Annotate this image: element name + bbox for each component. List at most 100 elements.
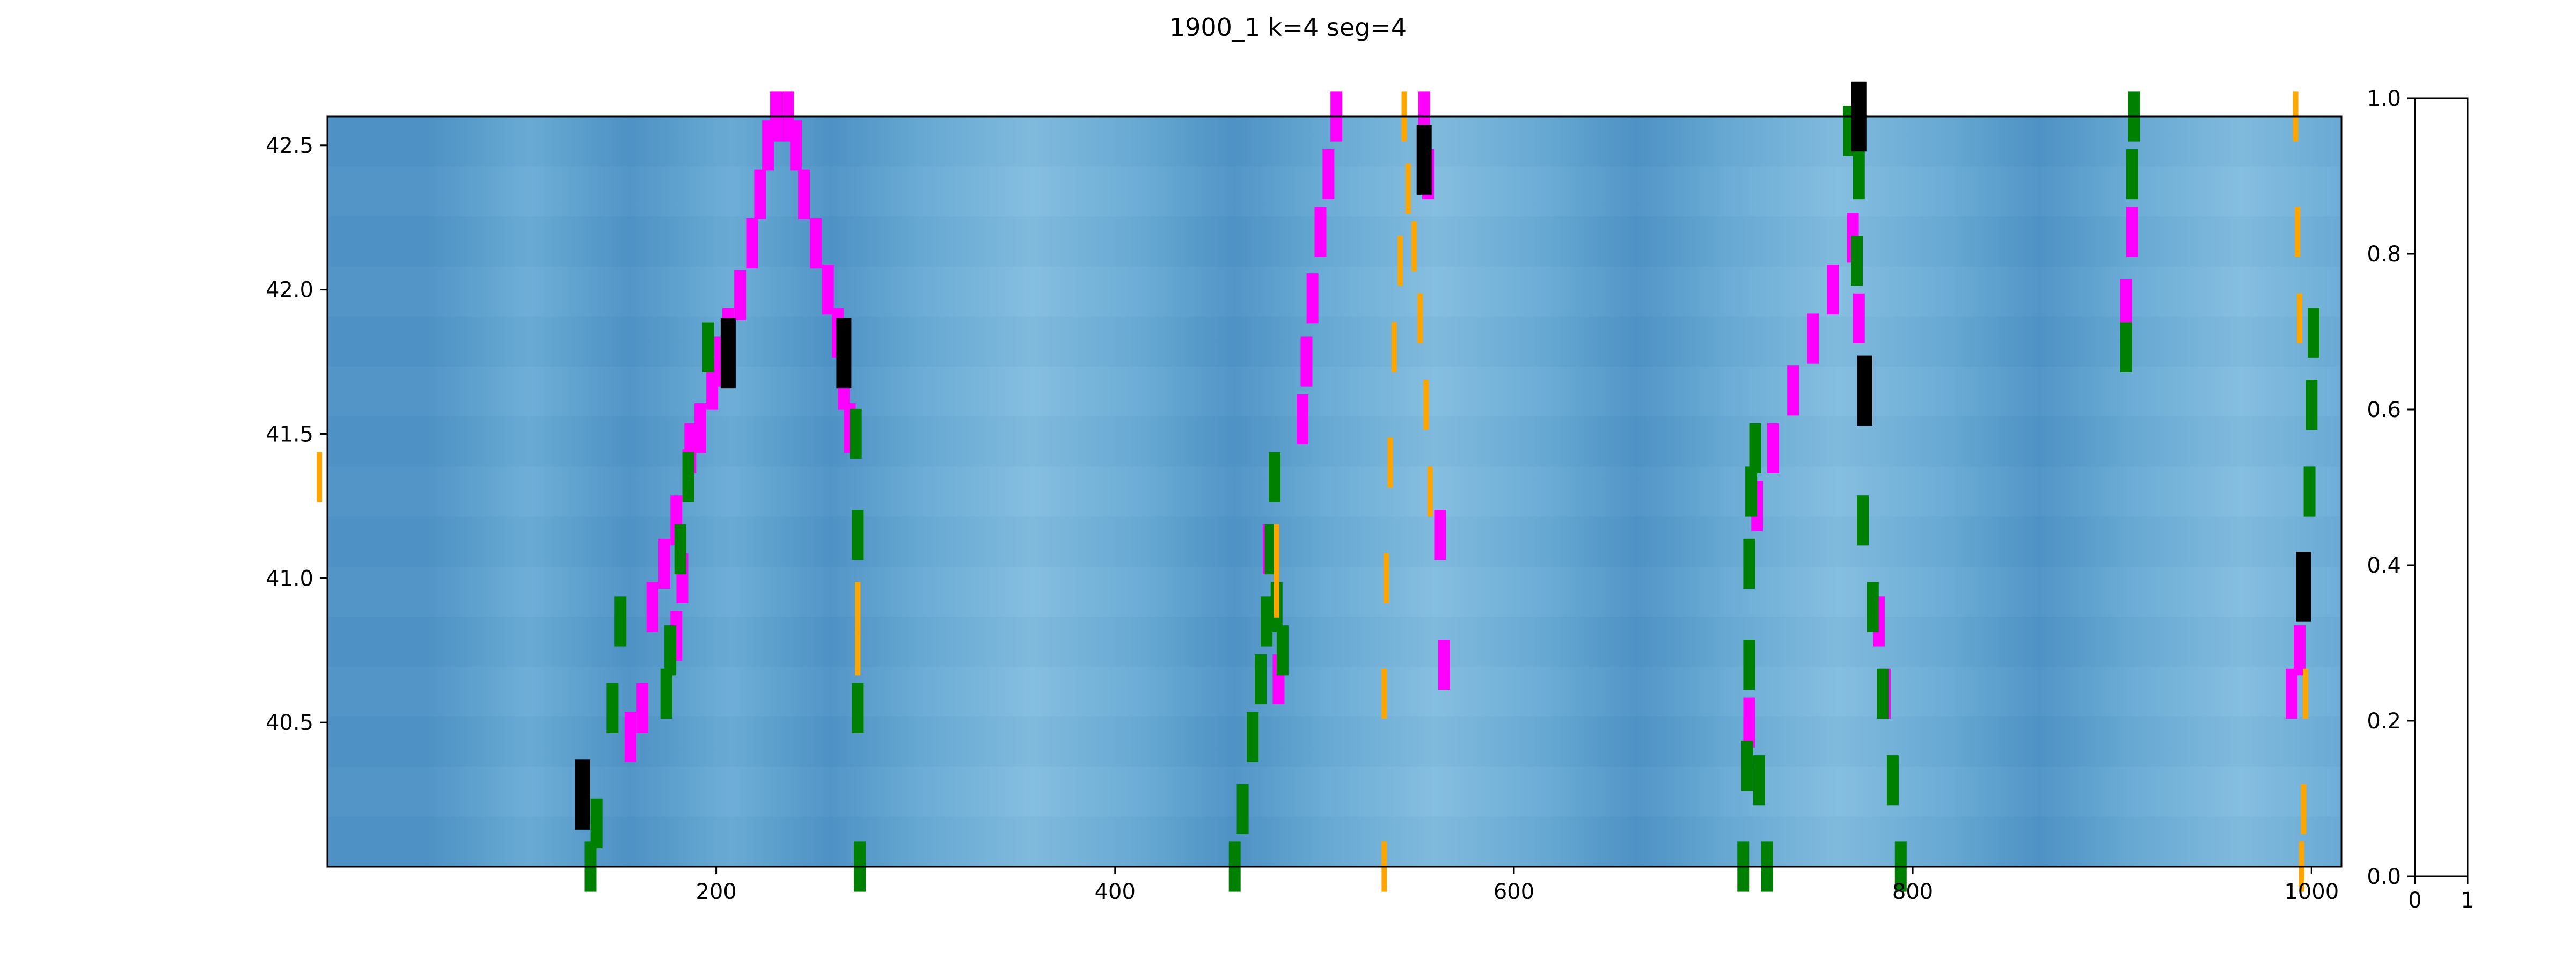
track-mark bbox=[658, 538, 670, 589]
track-mark bbox=[852, 683, 864, 733]
heatmap-row-band bbox=[327, 367, 2341, 416]
colorbar-axis: 0.0 0.2 0.4 0.6 0.8 1.0 0 1 bbox=[2367, 86, 2474, 913]
track-mark bbox=[1807, 313, 1819, 364]
black-marker bbox=[720, 318, 736, 389]
track-mark bbox=[762, 120, 774, 171]
y-tick-label: 42.0 bbox=[266, 278, 313, 303]
track-mark bbox=[1434, 510, 1446, 560]
track-series-15 bbox=[1857, 495, 1907, 892]
track-mark bbox=[1247, 712, 1259, 762]
colorbar-tick-label: 0.8 bbox=[2367, 242, 2401, 267]
track-mark bbox=[2286, 668, 2298, 719]
track-mark bbox=[1767, 423, 1779, 473]
track-mark bbox=[317, 452, 323, 502]
track-series-24 bbox=[1274, 524, 1279, 618]
heatmap-row-band bbox=[327, 767, 2341, 817]
heatmap-row-band bbox=[327, 466, 2341, 516]
track-series-7 bbox=[2120, 207, 2306, 719]
track-mark bbox=[2296, 293, 2302, 343]
heatmap-row-band bbox=[327, 667, 2341, 716]
track-mark bbox=[1427, 466, 1433, 517]
track-mark bbox=[1438, 640, 1450, 690]
chart-title: 1900_1 k=4 seg=4 bbox=[1169, 13, 1407, 42]
track-mark bbox=[1741, 741, 1753, 791]
track-mark bbox=[1743, 697, 1755, 748]
track-mark bbox=[2295, 207, 2301, 257]
track-mark bbox=[754, 169, 766, 219]
track-mark bbox=[1269, 452, 1281, 502]
y-axis: 40.5 41.0 41.5 42.0 42.5 bbox=[266, 134, 327, 735]
colorbar-frame bbox=[2414, 97, 2469, 877]
track-mark bbox=[1417, 293, 1423, 343]
track-mark bbox=[694, 403, 706, 453]
track-mark bbox=[702, 322, 714, 372]
track-mark bbox=[2120, 322, 2132, 372]
track-mark bbox=[1261, 596, 1273, 647]
track-mark bbox=[636, 683, 649, 733]
track-mark bbox=[1300, 336, 1313, 387]
track-mark bbox=[1423, 380, 1429, 430]
x-tick-label: 600 bbox=[1494, 880, 1534, 904]
track-mark bbox=[2306, 380, 2318, 430]
track-mark bbox=[614, 596, 627, 647]
heatmap-row-band bbox=[327, 216, 2341, 266]
track-series-11 bbox=[1228, 452, 1281, 892]
track-mark bbox=[1743, 640, 1755, 690]
track-series-9 bbox=[660, 322, 714, 719]
track-mark bbox=[606, 683, 619, 733]
heatmap-row-band bbox=[327, 267, 2341, 317]
track-mark bbox=[664, 625, 677, 676]
black-marker bbox=[1857, 355, 1872, 426]
track-mark bbox=[1314, 207, 1327, 257]
track-mark bbox=[746, 218, 758, 269]
track-mark bbox=[2303, 466, 2316, 517]
track-mark bbox=[1255, 654, 1267, 705]
black-marker bbox=[836, 318, 852, 389]
track-mark bbox=[1827, 265, 1839, 315]
track-mark bbox=[2126, 149, 2138, 200]
track-series-25 bbox=[317, 452, 323, 502]
track-mark bbox=[624, 712, 636, 762]
track-mark bbox=[1877, 668, 1889, 719]
heatmap-background bbox=[327, 116, 2341, 867]
colorbar-tick-label: 0.4 bbox=[2367, 553, 2401, 578]
y-tick-label: 40.5 bbox=[266, 711, 313, 735]
black-marker bbox=[575, 759, 590, 830]
heatmap-row-band bbox=[327, 416, 2341, 466]
track-mark bbox=[2301, 784, 2307, 835]
track-series-20 bbox=[1405, 163, 1433, 517]
track-mark bbox=[798, 169, 810, 219]
track-mark bbox=[2293, 625, 2306, 676]
track-mark bbox=[1853, 149, 1865, 200]
track-mark bbox=[1745, 466, 1758, 517]
track-mark bbox=[1297, 394, 1309, 445]
heatmap-row-band bbox=[327, 517, 2341, 567]
track-mark bbox=[822, 265, 834, 315]
y-tick-label: 41.0 bbox=[266, 566, 313, 591]
colorbar-tick-label: 0.2 bbox=[2367, 709, 2401, 734]
track-mark bbox=[2126, 207, 2138, 257]
track-mark bbox=[1274, 524, 1279, 575]
y-tick-label: 41.5 bbox=[266, 422, 313, 447]
track-mark bbox=[855, 625, 861, 676]
track-mark bbox=[646, 582, 658, 632]
track-series-17 bbox=[2120, 91, 2140, 372]
track-mark bbox=[1886, 755, 1899, 806]
track-mark bbox=[855, 582, 861, 632]
track-mark bbox=[1264, 524, 1277, 575]
track-mark bbox=[1853, 293, 1865, 343]
track-mark bbox=[1274, 567, 1279, 618]
black-marker bbox=[2296, 552, 2311, 622]
track-mark bbox=[2303, 668, 2309, 719]
colorbar-x-tick-label: 0 bbox=[2408, 888, 2421, 913]
track-mark bbox=[1391, 322, 1397, 372]
track-mark bbox=[1405, 163, 1411, 214]
y-tick-label: 42.5 bbox=[266, 134, 313, 158]
track-mark bbox=[852, 510, 864, 560]
track-mark bbox=[1787, 365, 1799, 416]
colorbar-tick-label: 0.6 bbox=[2367, 398, 2401, 422]
x-tick-label: 1000 bbox=[2284, 880, 2339, 904]
track-series-23 bbox=[855, 582, 861, 676]
track-mark bbox=[1276, 625, 1289, 676]
track-mark bbox=[2120, 279, 2132, 330]
